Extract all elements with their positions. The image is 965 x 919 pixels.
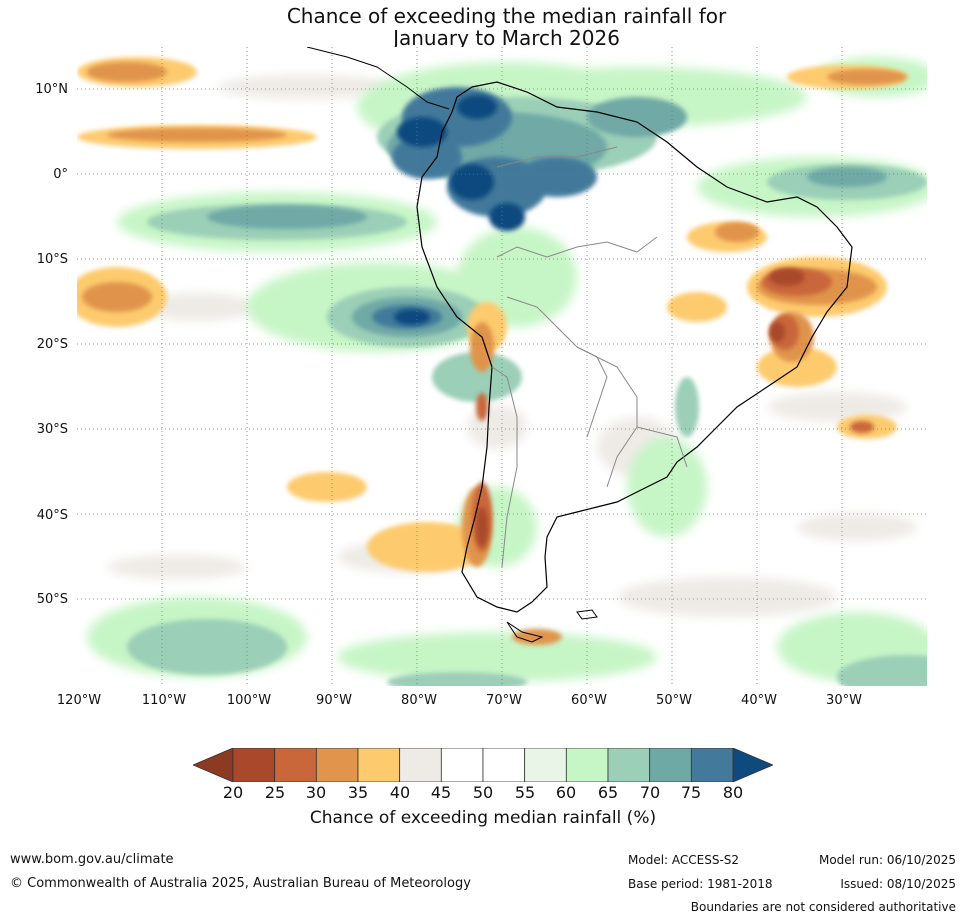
- colorbar-tick-35: 35: [347, 783, 369, 802]
- lat-label-30s: 30°S: [36, 422, 68, 437]
- lat-label-10s: 10°S: [36, 252, 68, 267]
- colorbar-tick-30: 30: [305, 783, 327, 802]
- lon-label-120w: 120°W: [56, 693, 102, 708]
- chart-title-line-2: January to March 2026: [393, 26, 620, 50]
- graticule: [77, 47, 927, 686]
- colorbar-segment-30-35: [315, 748, 359, 782]
- colorbar-segment-35-40: [357, 748, 401, 782]
- colorbar-segment-20-25: [232, 748, 276, 782]
- footer-boundaries-note: Boundaries are not considered authoritat…: [690, 900, 956, 914]
- colorbar-tick-20: 20: [222, 783, 244, 802]
- colorbar-label: Chance of exceeding median rainfall (%): [309, 808, 657, 828]
- colorbar-segment-25-30: [274, 748, 317, 782]
- colorbar-tick-65: 65: [597, 783, 619, 802]
- colorbar-segment-45-50: [440, 748, 484, 782]
- colorbar-segments: [232, 748, 734, 782]
- colorbar-tick-70: 70: [639, 783, 661, 802]
- colorbar-tick-60: 60: [555, 783, 577, 802]
- chart-title-line-1: Chance of exceeding the median rainfall …: [286, 4, 727, 28]
- colorbar: [193, 748, 773, 782]
- colorbar-segment-70-75: [649, 748, 692, 782]
- colorbar-tick-75: 75: [680, 783, 702, 802]
- colorbar-segment-75-80: [690, 748, 734, 782]
- lon-label-100w: 100°W: [226, 693, 272, 708]
- central-america-coastline: [306, 47, 450, 110]
- footer-website: www.bom.gov.au/climate: [10, 852, 174, 867]
- colorbar-low-extend: [193, 748, 234, 782]
- colorbar-tick-45: 45: [430, 783, 452, 802]
- rainfall-probability-map: [77, 47, 927, 686]
- colorbar-tick-25: 25: [264, 783, 286, 802]
- lon-label-80w: 80°W: [401, 693, 437, 708]
- lat-label-40s: 40°S: [36, 508, 68, 523]
- south-america-coastline: [416, 81, 853, 613]
- lon-label-90w: 90°W: [316, 693, 352, 708]
- lon-label-50w: 50°W: [656, 693, 692, 708]
- lon-label-40w: 40°W: [741, 693, 777, 708]
- lon-label-30w: 30°W: [826, 693, 862, 708]
- colorbar-segment-60-65: [565, 748, 609, 782]
- lat-label-0: 0°: [53, 167, 68, 182]
- footer-model-run: Model run: 06/10/2025: [818, 853, 956, 867]
- colorbar-tick-55: 55: [514, 783, 536, 802]
- lon-label-110w: 110°W: [141, 693, 187, 708]
- colorbar-high-extend: [732, 748, 773, 782]
- colorbar-tick-50: 50: [472, 783, 494, 802]
- colorbar-segment-40-45: [399, 748, 442, 782]
- colorbar-segment-65-70: [607, 748, 651, 782]
- colorbar-tick-40: 40: [389, 783, 411, 802]
- lon-label-60w: 60°W: [571, 693, 607, 708]
- tierra-del-fuego: [506, 621, 544, 643]
- country-borders: [491, 146, 688, 568]
- footer-issued: Issued: 08/10/2025: [840, 877, 956, 891]
- falkland-islands: [576, 609, 598, 620]
- footer-base-period: Base period: 1981-2018: [628, 877, 773, 891]
- lat-label-10n: 10°N: [35, 82, 68, 97]
- colorbar-segment-50-55: [482, 748, 526, 782]
- colorbar-tick-80: 80: [722, 783, 744, 802]
- lat-label-50s: 50°S: [36, 592, 68, 607]
- wet-areas-extreme: [394, 95, 525, 325]
- dry-areas-very-high: [476, 268, 805, 547]
- footer-model: Model: ACCESS-S2: [628, 853, 740, 867]
- lat-label-20s: 20°S: [36, 337, 68, 352]
- footer-copyright: © Commonwealth of Australia 2025, Austra…: [10, 876, 471, 891]
- colorbar-segment-55-60: [524, 748, 567, 782]
- lon-label-70w: 70°W: [486, 693, 522, 708]
